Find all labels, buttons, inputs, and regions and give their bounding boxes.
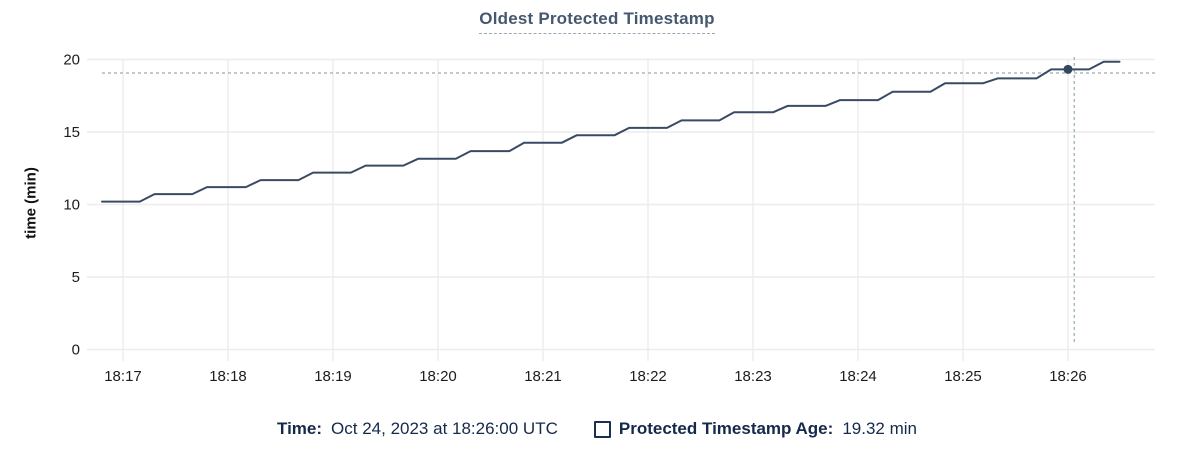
x-tick-label: 18:23 (734, 368, 772, 385)
x-tick-label: 18:21 (524, 368, 562, 385)
legend-series-label[interactable]: Protected Timestamp Age: (618, 419, 834, 438)
y-tick-label: 20 (63, 52, 80, 69)
x-tick-label: 18:17 (104, 368, 142, 385)
x-tick-label: 18:22 (629, 368, 667, 385)
x-tick-label: 18:18 (209, 368, 247, 385)
chart-header: Oldest Protected Timestamp (0, 9, 1194, 34)
hover-point-dot (1063, 64, 1073, 74)
y-tick-label: 15 (63, 124, 80, 141)
x-tick-label: 18:24 (839, 368, 877, 385)
legend-time-value: Oct 24, 2023 at 18:26:00 UTC (331, 419, 558, 438)
chart-title[interactable]: Oldest Protected Timestamp (479, 9, 715, 34)
y-tick-label: 5 (72, 269, 80, 286)
y-tick-label: 0 (72, 342, 80, 359)
y-tick-label: 10 (63, 197, 80, 214)
series-line (101, 60, 1121, 203)
x-tick-label: 18:26 (1049, 368, 1087, 385)
legend: Time: Oct 24, 2023 at 18:26:00 UTC Prote… (0, 419, 1194, 439)
legend-series-value: 19.32 min (842, 419, 917, 438)
timeseries-plot[interactable]: 0 5 10 15 20 18:17 18:18 18:19 18:20 18:21 18:22 18… (0, 0, 1194, 400)
x-tick-label: 18:25 (944, 368, 982, 385)
x-tick-label: 18:20 (419, 368, 457, 385)
series-checkbox-icon[interactable] (593, 420, 611, 438)
x-tick-label: 18:19 (314, 368, 352, 385)
legend-time-label: Time: (277, 419, 323, 438)
